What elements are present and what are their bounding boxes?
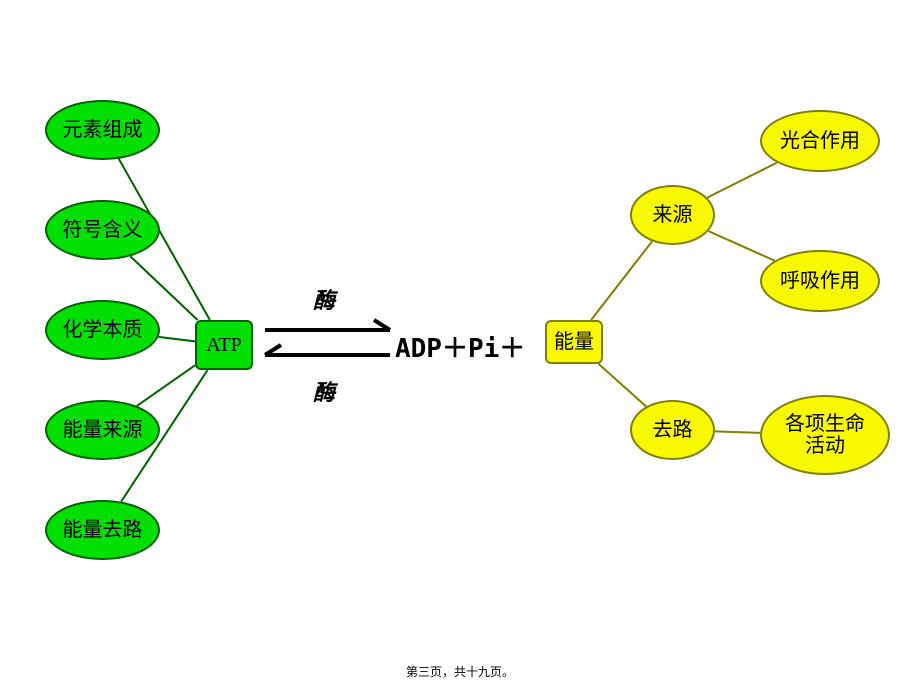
node-respiration: 呼吸作用 xyxy=(760,250,880,312)
node-photosynthesis: 光合作用 xyxy=(760,110,880,172)
node-elements: 元素组成 xyxy=(45,100,160,160)
node-source: 来源 xyxy=(630,185,715,245)
equation-text: ADP＋Pi＋ xyxy=(395,328,525,365)
node-chemical-nature: 化学本质 xyxy=(45,300,160,360)
page-footer: 第三页，共十九页。 xyxy=(0,663,920,680)
diagram-canvas: { "colors": { "green_fill": "#00e000", "… xyxy=(0,0,920,690)
enzyme-label-top: 酶 xyxy=(313,283,335,315)
node-life-activities: 各项生命 活动 xyxy=(760,395,890,475)
node-energy-source: 能量来源 xyxy=(45,400,160,460)
node-symbol-meaning: 符号含义 xyxy=(45,200,160,260)
node-energy: 能量 xyxy=(545,320,603,364)
node-dest: 去路 xyxy=(630,400,715,460)
node-energy-dest: 能量去路 xyxy=(45,500,160,560)
enzyme-label-bottom: 酶 xyxy=(313,375,335,407)
node-atp: ATP xyxy=(195,320,253,370)
